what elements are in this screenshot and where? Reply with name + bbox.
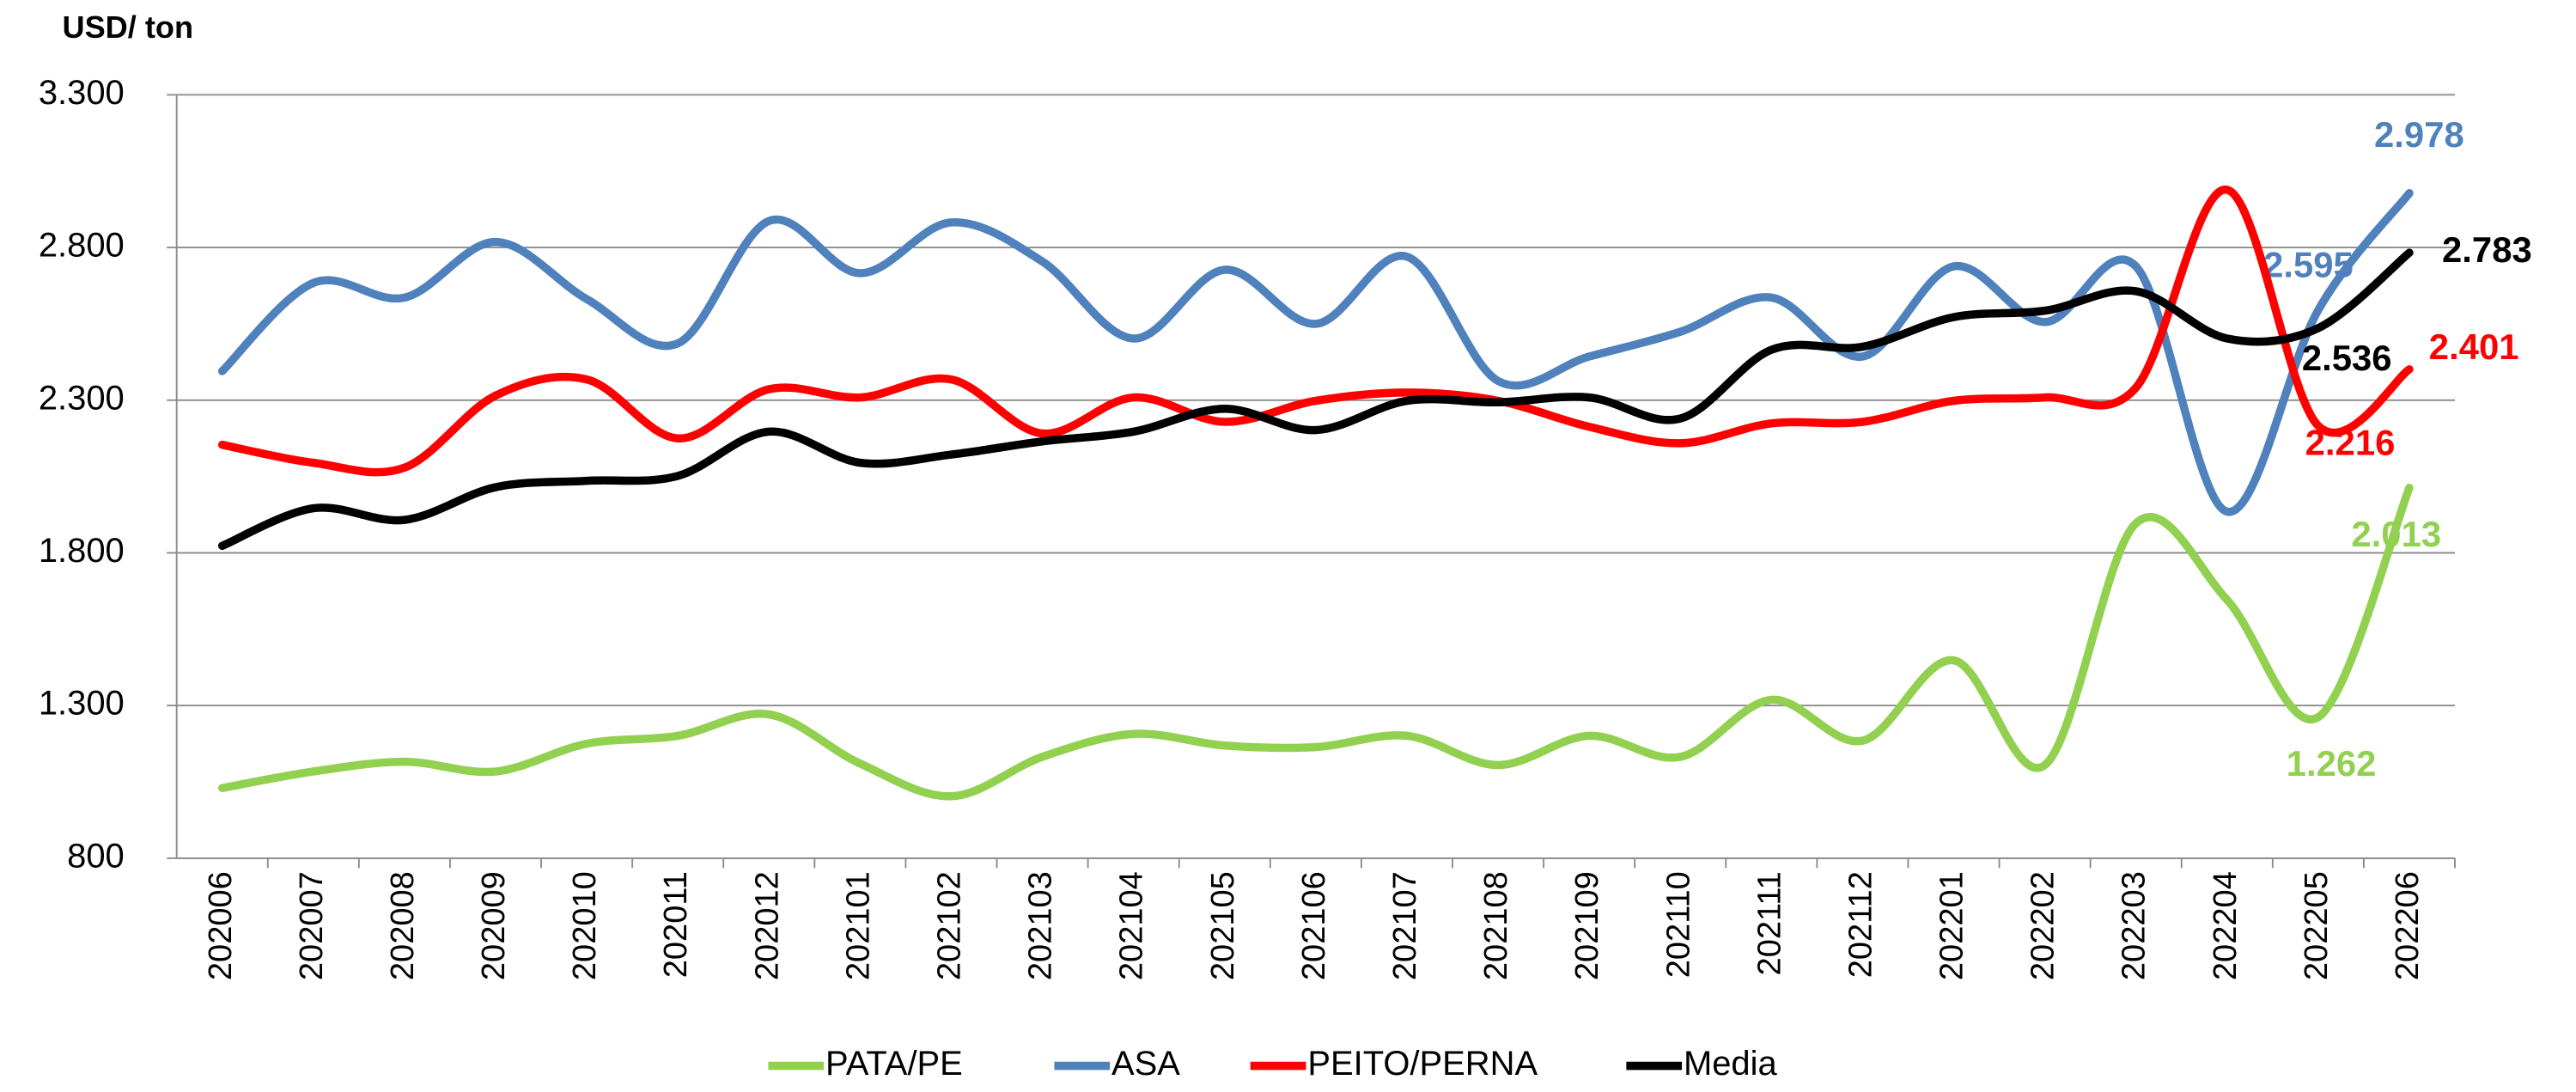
x-tick-label: 202206 [2390, 871, 2426, 980]
x-tick-label: 202201 [1934, 871, 1970, 980]
x-tick-label: 202008 [385, 871, 421, 980]
legend-item: PEITO/PERNA [1250, 1045, 1538, 1083]
x-tick-label: 202204 [2208, 871, 2244, 980]
x-tick-label: 202010 [567, 871, 603, 980]
legend-item: PATA/PE [768, 1045, 963, 1083]
data-label: 2.536 [2302, 338, 2392, 378]
y-tick-label: 1.800 [39, 532, 125, 570]
legend-item: Media [1626, 1045, 1778, 1083]
x-tick-label: 202101 [840, 871, 876, 980]
x-tick-label: 202011 [658, 871, 694, 978]
data-label: 2.013 [2351, 514, 2441, 554]
line-series [217, 186, 2414, 477]
x-tick-label: 202102 [932, 871, 968, 980]
y-tick-label: 3.300 [39, 74, 125, 112]
legend-label: ASA [1111, 1045, 1180, 1083]
x-tick-label: 202111 [1751, 871, 1787, 975]
legend-item: ASA [1054, 1045, 1180, 1083]
x-tick-label: 202104 [1114, 871, 1150, 980]
legend-label: PEITO/PERNA [1307, 1045, 1538, 1083]
data-label: 2.216 [2305, 423, 2396, 463]
y-tick-label: 1.300 [39, 685, 125, 723]
x-tick-label: 202205 [2299, 871, 2335, 980]
x-tick-label: 202012 [749, 871, 785, 980]
line-series [217, 484, 2414, 801]
x-tick-label: 202103 [1023, 871, 1059, 980]
x-tick-label: 202105 [1205, 871, 1241, 980]
data-label: 2.978 [2374, 114, 2464, 155]
x-tick-label: 202106 [1296, 871, 1332, 980]
x-tick-label: 202203 [2116, 871, 2153, 980]
data-label: 2.595 [2263, 245, 2354, 285]
x-tick-label: 202110 [1660, 871, 1696, 978]
line-series [217, 248, 2414, 551]
x-tick-label: 202107 [1387, 871, 1423, 980]
legend-label: PATA/PE [825, 1045, 963, 1083]
data-label: 1.262 [2287, 743, 2377, 784]
line-series [217, 189, 2414, 516]
x-tick-label: 202112 [1842, 871, 1879, 978]
x-tick-label: 202009 [476, 871, 512, 980]
x-tick-label: 202007 [294, 871, 330, 980]
data-label: 2.783 [2442, 229, 2532, 270]
y-tick-label: 2.800 [39, 227, 125, 265]
y-axis-title: USD/ ton [62, 9, 193, 45]
x-tick-label: 202108 [1478, 871, 1514, 980]
data-label: 2.401 [2429, 326, 2519, 367]
y-tick-label: 800 [67, 837, 125, 875]
x-tick-label: 202109 [1569, 871, 1605, 980]
x-tick-label: 202202 [2025, 871, 2061, 980]
x-tick-label: 202006 [203, 871, 239, 980]
legend-label: Media [1684, 1045, 1778, 1083]
y-tick-label: 2.300 [39, 379, 125, 417]
